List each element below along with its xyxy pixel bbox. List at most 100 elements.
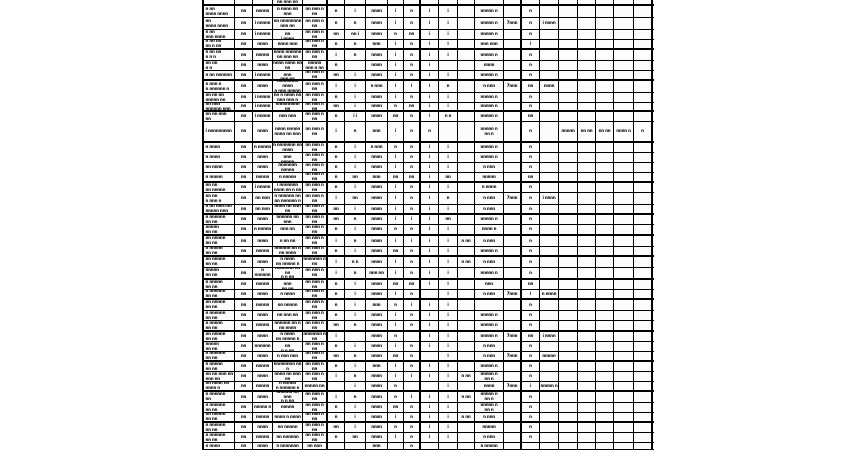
table-cell: nn bbox=[235, 352, 253, 360]
table-cell: n bbox=[328, 247, 345, 255]
table-cell bbox=[559, 225, 578, 234]
table-cell: nnnn bbox=[253, 215, 273, 224]
table-cell bbox=[634, 247, 653, 255]
table-cell bbox=[634, 290, 653, 298]
table-cell: i bbox=[421, 311, 439, 320]
table-cell: i bbox=[421, 392, 439, 402]
table-cell: i bbox=[439, 290, 458, 298]
table-row: nn nn nnn nn nnn nn nn nnnn nnnn nn nnn nn n… bbox=[204, 372, 654, 382]
table-cell: n nnn bbox=[475, 413, 504, 421]
table-cell: nnnn bbox=[366, 311, 388, 320]
table-cell bbox=[458, 163, 475, 172]
table-cell: i bbox=[388, 433, 404, 442]
table-cell: nnnnn bbox=[540, 352, 559, 360]
table-cell: nn bbox=[328, 30, 345, 39]
table-cell: i bbox=[421, 342, 439, 351]
table-cell bbox=[559, 257, 578, 267]
table-cell: i bbox=[388, 413, 404, 421]
table-cell: nn nnn bbox=[253, 193, 273, 204]
table-cell: i i bbox=[345, 112, 366, 121]
table-cell: i bbox=[421, 30, 439, 39]
table-cell bbox=[596, 173, 614, 181]
table-cell: n bbox=[522, 321, 540, 330]
table-row: nn nnnnn nn nn nn nnnn n nnnn nn nnnnn n nnn… bbox=[204, 332, 654, 342]
table-cell bbox=[504, 112, 522, 121]
table-cell: nn bbox=[235, 311, 253, 320]
table-cell bbox=[366, 0, 388, 4]
table-cell: n nn nnnnnn bbox=[204, 71, 235, 79]
table-cell: n nnnnn nn nn bbox=[204, 362, 235, 371]
table-cell: n nn nn n n n bbox=[204, 50, 235, 60]
table-cell: nn nnn n nn bbox=[303, 300, 328, 310]
data-table: nn nnn nn n nn nnnn nnnn nn nnnnn n nnnn nn … bbox=[202, 0, 654, 450]
table-cell: nn nnn bbox=[253, 205, 273, 213]
table-cell: n bbox=[328, 18, 345, 29]
table-cell: nn bbox=[235, 153, 253, 162]
table-cell: i bbox=[388, 163, 404, 172]
table-cell bbox=[504, 71, 522, 79]
table-cell: nn nnn n nn bbox=[303, 30, 328, 39]
table-cell bbox=[235, 0, 253, 4]
table-cell bbox=[458, 103, 475, 110]
table-cell bbox=[540, 40, 559, 48]
table-cell: n bbox=[522, 433, 540, 442]
table-cell: nnnn bbox=[366, 50, 388, 60]
table-cell: nn nnnnn nn nn bbox=[204, 257, 235, 267]
table-cell: n nnnnn n nnnnnn n bbox=[273, 382, 303, 390]
table-cell bbox=[504, 103, 522, 110]
table-cell bbox=[504, 392, 522, 402]
table-cell: nn nnn bbox=[303, 443, 328, 449]
table-cell: i bbox=[439, 413, 458, 421]
table-cell: nn bbox=[235, 392, 253, 402]
table-cell: nn nnn n nn bbox=[303, 18, 328, 29]
table-cell: i bbox=[345, 311, 366, 320]
table-cell: n nnn bbox=[475, 352, 504, 360]
table-cell: nn bbox=[235, 423, 253, 432]
table-cell: n bbox=[345, 321, 366, 330]
table-cell: n bbox=[345, 268, 366, 278]
table-cell: nnnn bbox=[253, 332, 273, 341]
table-cell bbox=[578, 257, 596, 267]
table-cell bbox=[578, 403, 596, 412]
table-cell: n bbox=[404, 205, 421, 213]
table-cell: nn nnn n nn bbox=[303, 268, 328, 278]
table-cell bbox=[540, 443, 559, 449]
table-cell: nn bbox=[235, 173, 253, 181]
table-cell: n nnnnn bbox=[475, 443, 504, 449]
table-cell: n nnnnn bbox=[253, 143, 273, 152]
table-cell bbox=[614, 382, 634, 390]
table-cell: n bbox=[404, 71, 421, 79]
table-cell: n nnnnnn nn nn bbox=[204, 290, 235, 298]
table-cell bbox=[421, 352, 439, 360]
table-cell bbox=[458, 6, 475, 17]
table-cell: nn nnn n nn bbox=[303, 352, 328, 360]
table-row: n nnnnnn nn nn nn nnnn nn nnnnn nn nnn n nn n… bbox=[204, 423, 654, 433]
table-cell bbox=[634, 143, 653, 152]
table-cell bbox=[421, 0, 439, 4]
table-cell bbox=[458, 173, 475, 181]
table-cell: nn bbox=[522, 81, 540, 92]
table-cell: nn bbox=[522, 280, 540, 289]
table-cell bbox=[559, 332, 578, 341]
table-cell: n bbox=[328, 143, 345, 152]
table-row: nn nnnnn nn nn nn nnnnn nn nnnnn nn nnn n nn… bbox=[204, 300, 654, 311]
table-cell bbox=[634, 0, 653, 4]
table-cell: n nnnnn nn nn bbox=[204, 247, 235, 255]
table-cell: i bbox=[439, 247, 458, 255]
table-cell bbox=[634, 300, 653, 310]
table-cell: i nnnnn bbox=[253, 30, 273, 39]
table-cell: nnnnn n bbox=[475, 18, 504, 29]
table-cell: nn nn bbox=[578, 122, 596, 141]
table-cell bbox=[578, 433, 596, 442]
table-cell: n bbox=[328, 61, 345, 70]
table-cell: i bbox=[439, 30, 458, 39]
table-cell bbox=[614, 6, 634, 17]
table-cell: n bbox=[522, 6, 540, 17]
table-cell: nnnn bbox=[366, 93, 388, 102]
table-cell: nn nnn n nn bbox=[303, 362, 328, 371]
table-cell bbox=[614, 403, 634, 412]
table-cell: n bbox=[522, 93, 540, 102]
table-cell: i bbox=[345, 423, 366, 432]
table-cell bbox=[504, 93, 522, 102]
